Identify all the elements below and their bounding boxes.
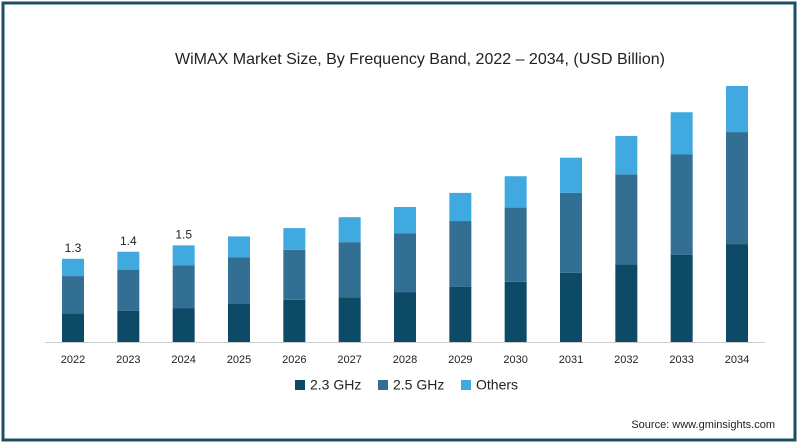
legend-marker xyxy=(295,380,305,390)
source: Source: www.gminsights.com xyxy=(631,419,775,431)
x-tick-label: 2023 xyxy=(116,354,140,366)
bar-segment xyxy=(338,297,361,342)
bar-segment xyxy=(117,310,140,342)
bar-segment xyxy=(62,258,84,277)
chart-title: WiMAX Market Size, By Frequency Band, 20… xyxy=(175,51,665,68)
bar-segment xyxy=(670,254,693,342)
total-label: 1.4 xyxy=(120,234,137,248)
bar-segment xyxy=(338,242,361,298)
bar-segment xyxy=(172,265,195,309)
total-label: 1.5 xyxy=(175,228,192,242)
bar-segment xyxy=(560,157,582,193)
bar-segment xyxy=(394,206,416,234)
bar-segment xyxy=(560,272,582,342)
bar-segment xyxy=(283,228,306,250)
x-tick-label: 2032 xyxy=(614,354,638,366)
legend-label: 2.5 GHz xyxy=(393,377,444,393)
bar-segment xyxy=(62,276,84,314)
x-tick-label: 2028 xyxy=(393,354,417,366)
bar-segment xyxy=(172,245,195,266)
bar-segment xyxy=(394,292,416,342)
x-tick-label: 2025 xyxy=(227,354,251,366)
bar-segment xyxy=(449,192,472,222)
bar-segment xyxy=(504,176,527,208)
bar-segment xyxy=(670,112,693,155)
bar-segment xyxy=(726,244,748,342)
x-tick-label: 2022 xyxy=(61,354,85,366)
x-tick-label: 2027 xyxy=(337,354,361,366)
bar-segment xyxy=(504,281,527,342)
x-tick-label: 2024 xyxy=(171,354,195,366)
bar-segment xyxy=(449,221,472,287)
x-tick-label: 2033 xyxy=(669,354,693,366)
bar-segment xyxy=(615,135,638,175)
bar-segment xyxy=(62,313,84,342)
bar-segment xyxy=(117,251,140,270)
bar-segment xyxy=(504,207,527,282)
x-tick-label: 2031 xyxy=(559,354,583,366)
bar-segment xyxy=(670,154,693,255)
x-tick-label: 2030 xyxy=(503,354,527,366)
bar-segment xyxy=(338,217,361,243)
bar-segment xyxy=(172,308,195,342)
bar-segment xyxy=(560,192,582,273)
legend-label: Others xyxy=(476,377,518,393)
bar-segment xyxy=(449,286,472,342)
total-label: 1.3 xyxy=(65,241,82,255)
bar-segment xyxy=(117,269,140,311)
bar-segment xyxy=(228,236,250,258)
x-tick-label: 2026 xyxy=(282,354,306,366)
bar-segment xyxy=(283,299,306,342)
bar-segment xyxy=(283,249,306,300)
legend-marker xyxy=(461,380,471,390)
bar-segment xyxy=(228,303,250,342)
legend-label: 2.3 GHz xyxy=(310,377,361,393)
bar-segment xyxy=(615,264,638,342)
bar-segment xyxy=(228,257,250,304)
bar-segment xyxy=(615,174,638,265)
x-tick-label: 2029 xyxy=(448,354,472,366)
bar-segment xyxy=(726,86,748,133)
legend-marker xyxy=(378,380,388,390)
bar-segment xyxy=(394,233,416,293)
bar-segment xyxy=(726,132,748,245)
x-tick-label: 2034 xyxy=(725,354,749,366)
